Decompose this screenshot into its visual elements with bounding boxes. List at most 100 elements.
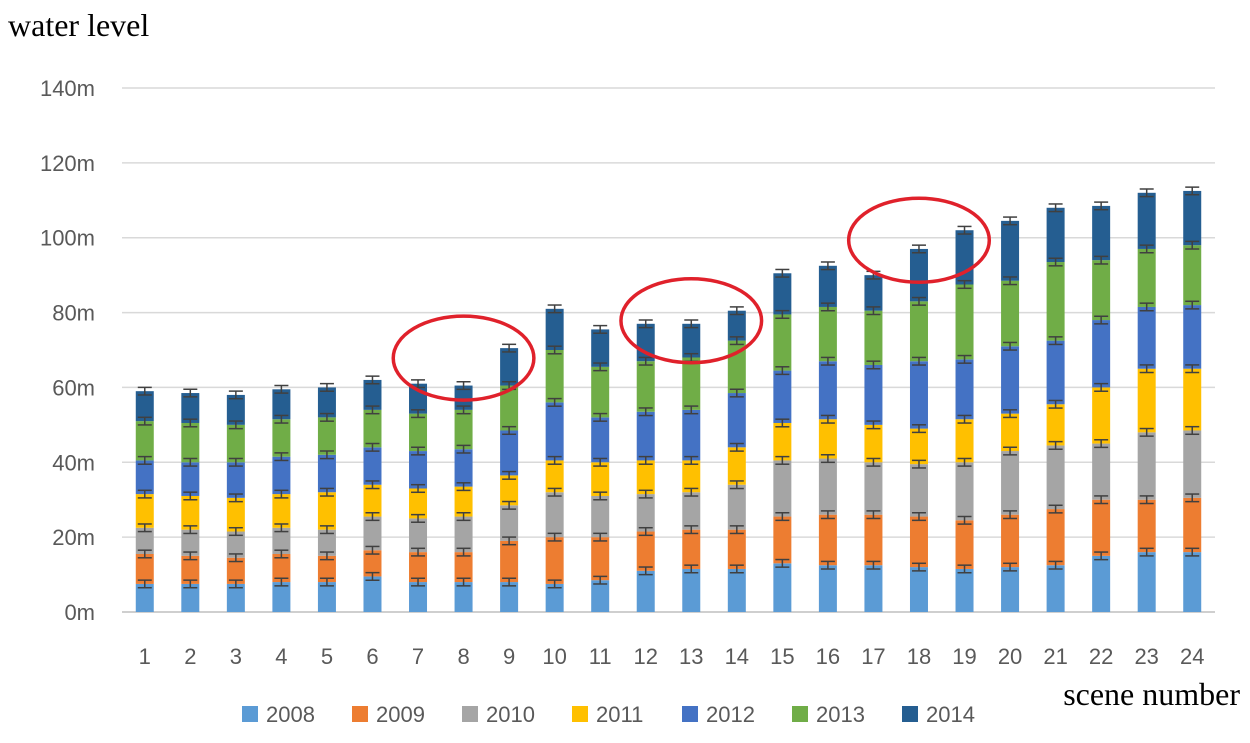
- bar-segment-2011-scene-17: [864, 425, 882, 462]
- bar-segment-2013-scene-6: [363, 410, 381, 447]
- x-tick-label: 19: [952, 644, 976, 669]
- bar-segment-2008-scene-19: [956, 569, 974, 612]
- x-tick-label: 11: [589, 644, 612, 669]
- bar-segment-2014-scene-20: [1001, 221, 1019, 281]
- x-tick-label: 22: [1089, 644, 1113, 669]
- legend-swatch-2011: [572, 706, 588, 722]
- chart-root: 0m 20m 40m 60m 80m 100m 120m 140m 1 2 3 4 5 6 7 8 9 10 11…: [0, 0, 1250, 743]
- bar-segment-2014-scene-18: [910, 249, 928, 301]
- bars-layer: [136, 191, 1201, 612]
- bar-segment-2008-scene-6: [363, 576, 381, 612]
- bar-segment-2013-scene-16: [819, 307, 837, 361]
- x-tick-label: 9: [503, 644, 515, 669]
- bar-segment-2011-scene-14: [728, 447, 746, 484]
- bar-segment-2013-scene-3: [227, 425, 245, 462]
- bar-segment-2013-scene-23: [1138, 249, 1156, 307]
- bar-segment-2012-scene-3: [227, 462, 245, 498]
- bar-segment-2012-scene-17: [864, 365, 882, 425]
- bar-segment-2013-scene-24: [1183, 245, 1201, 305]
- bar-segment-2010-scene-17: [864, 462, 882, 514]
- legend-label: 2010: [486, 702, 535, 727]
- legend-swatch-2008: [242, 706, 258, 722]
- bar-segment-2012-scene-5: [318, 455, 336, 492]
- legend-label: 2008: [266, 702, 315, 727]
- bar-segment-2009-scene-17: [864, 515, 882, 566]
- bar-segment-2009-scene-20: [1001, 515, 1019, 567]
- bar-segment-2011-scene-24: [1183, 369, 1201, 431]
- legend-item-2014: 2014: [902, 702, 975, 727]
- legend-item-2008: 2008: [242, 702, 315, 727]
- bar-segment-2011-scene-5: [318, 492, 336, 529]
- bar-segment-2009-scene-16: [819, 515, 837, 566]
- bar-segment-2008-scene-11: [591, 580, 609, 612]
- bar-segment-2013-scene-21: [1047, 262, 1065, 341]
- legend-swatch-2013: [792, 706, 808, 722]
- bar-segment-2009-scene-21: [1047, 509, 1065, 565]
- x-tick-label: 17: [861, 644, 885, 669]
- bar-segment-2010-scene-7: [409, 518, 427, 552]
- bar-segment-2009-scene-9: [500, 541, 518, 582]
- bar-segment-2012-scene-14: [728, 393, 746, 447]
- bar-segment-2012-scene-18: [910, 361, 928, 428]
- bar-segment-2012-scene-11: [591, 417, 609, 462]
- bar-segment-2008-scene-20: [1001, 567, 1019, 612]
- bar-segment-2013-scene-1: [136, 421, 154, 460]
- bar-segment-2014-scene-16: [819, 266, 837, 307]
- bar-segment-2011-scene-22: [1092, 387, 1110, 443]
- x-tick-label: 12: [633, 644, 657, 669]
- bar-segment-2012-scene-4: [272, 457, 290, 494]
- bar-segment-2010-scene-21: [1047, 445, 1065, 509]
- bar-segment-2011-scene-21: [1047, 404, 1065, 445]
- bar-segment-2014-scene-13: [682, 324, 700, 358]
- y-tick-label: 100m: [40, 226, 95, 251]
- bar-segment-2010-scene-12: [637, 494, 655, 531]
- bar-segment-2008-scene-18: [910, 567, 928, 612]
- bar-segment-2012-scene-9: [500, 430, 518, 475]
- bar-segment-2009-scene-15: [773, 517, 791, 564]
- bar-segment-2012-scene-16: [819, 361, 837, 419]
- legend-label: 2014: [926, 702, 975, 727]
- bar-segment-2010-scene-10: [546, 492, 564, 537]
- bar-segment-2011-scene-10: [546, 460, 564, 492]
- bar-segment-2014-scene-21: [1047, 208, 1065, 262]
- legend-swatch-2012: [682, 706, 698, 722]
- bar-segment-2014-scene-17: [864, 275, 882, 311]
- stacked-bar-chart: 0m20m40m60m80m100m120m140m 1 2 3 4 5 6 7 8 9 10 11…: [0, 0, 1250, 743]
- bar-segment-2012-scene-1: [136, 460, 154, 494]
- bar-segment-2013-scene-20: [1001, 281, 1019, 347]
- y-tick-label: 80m: [52, 301, 95, 326]
- x-tick-label: 8: [457, 644, 469, 669]
- bar-segment-2011-scene-18: [910, 429, 928, 465]
- x-tick-label: 5: [321, 644, 333, 669]
- bar-segment-2010-scene-6: [363, 517, 381, 551]
- bar-segment-2009-scene-11: [591, 537, 609, 580]
- legend-label: 2011: [596, 702, 643, 727]
- x-tick-label: 6: [366, 644, 378, 669]
- legend-swatch-2010: [462, 706, 478, 722]
- bar-segment-2010-scene-15: [773, 460, 791, 516]
- bar-segment-2013-scene-10: [546, 350, 564, 402]
- legend-swatch-2014: [902, 706, 918, 722]
- bar-segment-2013-scene-15: [773, 314, 791, 370]
- bar-segment-2013-scene-8: [455, 410, 473, 449]
- bar-segment-2009-scene-14: [728, 530, 746, 569]
- bar-segment-2012-scene-12: [637, 412, 655, 461]
- bar-segment-2012-scene-2: [181, 462, 199, 496]
- x-tick-label: 4: [275, 644, 287, 669]
- legend-label: 2013: [816, 702, 865, 727]
- bar-segment-2014-scene-9: [500, 348, 518, 385]
- bar-segment-2010-scene-23: [1138, 432, 1156, 499]
- x-tick-label: 10: [542, 644, 566, 669]
- bar-segment-2010-scene-13: [682, 492, 700, 529]
- legend-label: 2009: [376, 702, 425, 727]
- x-tick-label: 2: [184, 644, 196, 669]
- bar-segment-2011-scene-15: [773, 423, 791, 460]
- y-tick-label: 20m: [52, 525, 95, 550]
- bar-segment-2011-scene-20: [1001, 414, 1019, 451]
- bar-segment-2012-scene-21: [1047, 341, 1065, 405]
- bar-segment-2014-scene-10: [546, 309, 564, 350]
- bar-segment-2011-scene-23: [1138, 369, 1156, 433]
- bar-segment-2013-scene-12: [637, 361, 655, 412]
- y-axis-label: water level: [8, 7, 149, 43]
- x-tick-label: 15: [770, 644, 794, 669]
